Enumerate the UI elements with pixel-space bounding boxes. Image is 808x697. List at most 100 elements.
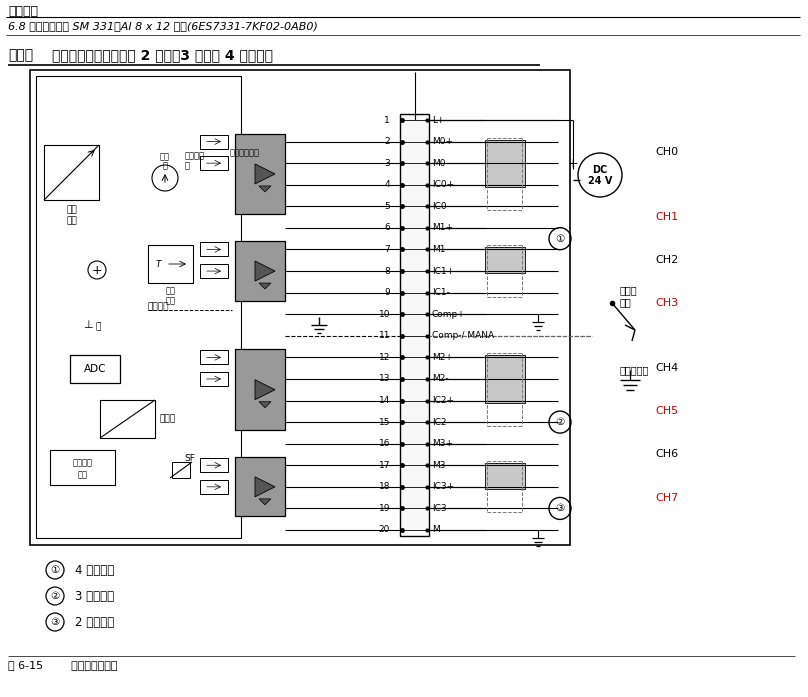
Text: 测量范围模块: 测量范围模块 (230, 148, 260, 157)
Text: ①: ① (50, 565, 60, 575)
Text: M1-: M1- (432, 245, 448, 254)
Text: IC1+: IC1+ (432, 266, 454, 275)
Text: 4 线制连接: 4 线制连接 (75, 563, 114, 576)
Bar (235, 241, 285, 300)
Bar (235, 457, 285, 516)
Bar (235, 349, 285, 430)
Text: 20: 20 (379, 526, 390, 535)
Bar (36, 76, 241, 538)
Text: CH7: CH7 (655, 493, 678, 503)
Text: 接口: 接口 (78, 470, 87, 479)
Text: 13: 13 (378, 374, 390, 383)
Bar (44, 145, 99, 200)
Text: 器: 器 (185, 161, 190, 170)
Bar (172, 462, 190, 478)
Text: IC2-: IC2- (432, 418, 450, 427)
Text: ②: ② (555, 417, 565, 427)
Text: 12: 12 (379, 353, 390, 362)
Bar (148, 245, 193, 283)
Text: 连接: 连接 (620, 297, 632, 307)
Text: CH0: CH0 (655, 147, 678, 158)
Text: L+: L+ (432, 116, 444, 125)
Text: 17: 17 (378, 461, 390, 470)
Text: M3+: M3+ (432, 439, 453, 448)
Polygon shape (259, 499, 271, 505)
Text: IC0-: IC0- (432, 202, 450, 210)
Text: 电阻传感器或温度计的 2 线制、3 线制和 4 线制连接: 电阻传感器或温度计的 2 线制、3 线制和 4 线制连接 (52, 48, 273, 62)
Bar (400, 114, 429, 536)
Text: ADC: ADC (84, 364, 106, 374)
Text: ③: ③ (555, 503, 565, 514)
Text: 3 线制连接: 3 线制连接 (75, 590, 114, 602)
Bar (200, 351, 228, 365)
Bar (200, 156, 228, 170)
Text: M1+: M1+ (432, 224, 453, 232)
Text: 电源: 电源 (66, 216, 77, 225)
Text: 15: 15 (378, 418, 390, 427)
Text: 6: 6 (385, 224, 390, 232)
Text: T: T (156, 259, 162, 268)
Text: 7: 7 (385, 245, 390, 254)
Text: M0+: M0+ (432, 137, 453, 146)
Text: SF: SF (184, 454, 195, 463)
Bar (200, 264, 228, 278)
Text: Comp+: Comp+ (432, 309, 465, 319)
Text: M0-: M0- (432, 159, 448, 168)
Polygon shape (255, 164, 275, 184)
Bar (100, 400, 155, 438)
Bar (235, 134, 285, 214)
Text: IC0+: IC0+ (432, 181, 454, 190)
Text: 24 V: 24 V (587, 176, 612, 186)
Bar (30, 70, 570, 545)
Bar (200, 243, 228, 256)
Text: 9: 9 (385, 288, 390, 297)
Text: IC2+: IC2+ (432, 396, 454, 405)
Text: CH2: CH2 (655, 255, 678, 266)
Text: 4: 4 (385, 181, 390, 190)
Text: 模拟模块: 模拟模块 (8, 5, 38, 18)
Polygon shape (259, 283, 271, 289)
Text: 6.8 模拟输入模块 SM 331；AI 8 x 12 位；(6ES7331-7KF02-0AB0): 6.8 模拟输入模块 SM 331；AI 8 x 12 位；(6ES7331-7… (8, 21, 318, 31)
Polygon shape (259, 186, 271, 192)
Text: 多路转换: 多路转换 (185, 151, 205, 160)
Text: Comp-/ MANA: Comp-/ MANA (432, 331, 494, 340)
Text: M: M (432, 526, 440, 535)
Text: 2 线制连接: 2 线制连接 (75, 615, 114, 629)
Text: M2+: M2+ (432, 353, 452, 362)
Text: 电流: 电流 (160, 152, 170, 161)
Bar (200, 480, 228, 494)
Text: 10: 10 (378, 309, 390, 319)
Polygon shape (255, 380, 275, 400)
Text: 8: 8 (385, 266, 390, 275)
Text: 14: 14 (379, 396, 390, 405)
Text: ②: ② (50, 591, 60, 601)
Text: CH6: CH6 (655, 450, 678, 459)
Text: 等电位: 等电位 (620, 285, 638, 295)
Polygon shape (259, 401, 271, 408)
Text: 18: 18 (378, 482, 390, 491)
Text: DC: DC (592, 165, 608, 175)
Text: 接线：: 接线： (8, 48, 33, 62)
Text: +: + (568, 157, 579, 169)
Text: ③: ③ (50, 617, 60, 627)
Text: 功能性接地: 功能性接地 (620, 365, 650, 375)
Text: 外部补偿: 外部补偿 (148, 302, 170, 311)
Bar (485, 464, 525, 489)
Bar (485, 247, 525, 273)
Polygon shape (255, 477, 275, 497)
Text: IC1-: IC1- (432, 288, 450, 297)
Text: 16: 16 (378, 439, 390, 448)
Text: IC3+: IC3+ (432, 482, 454, 491)
Text: 19: 19 (378, 504, 390, 513)
Text: 2: 2 (385, 137, 390, 146)
Bar (200, 458, 228, 473)
Text: CH3: CH3 (655, 298, 678, 308)
Text: 11: 11 (378, 331, 390, 340)
Text: 3: 3 (385, 159, 390, 168)
Bar (70, 355, 120, 383)
Bar (50, 450, 115, 485)
Text: 内部: 内部 (166, 286, 175, 295)
Bar (200, 372, 228, 386)
Text: CH1: CH1 (655, 212, 678, 222)
Polygon shape (255, 261, 275, 281)
